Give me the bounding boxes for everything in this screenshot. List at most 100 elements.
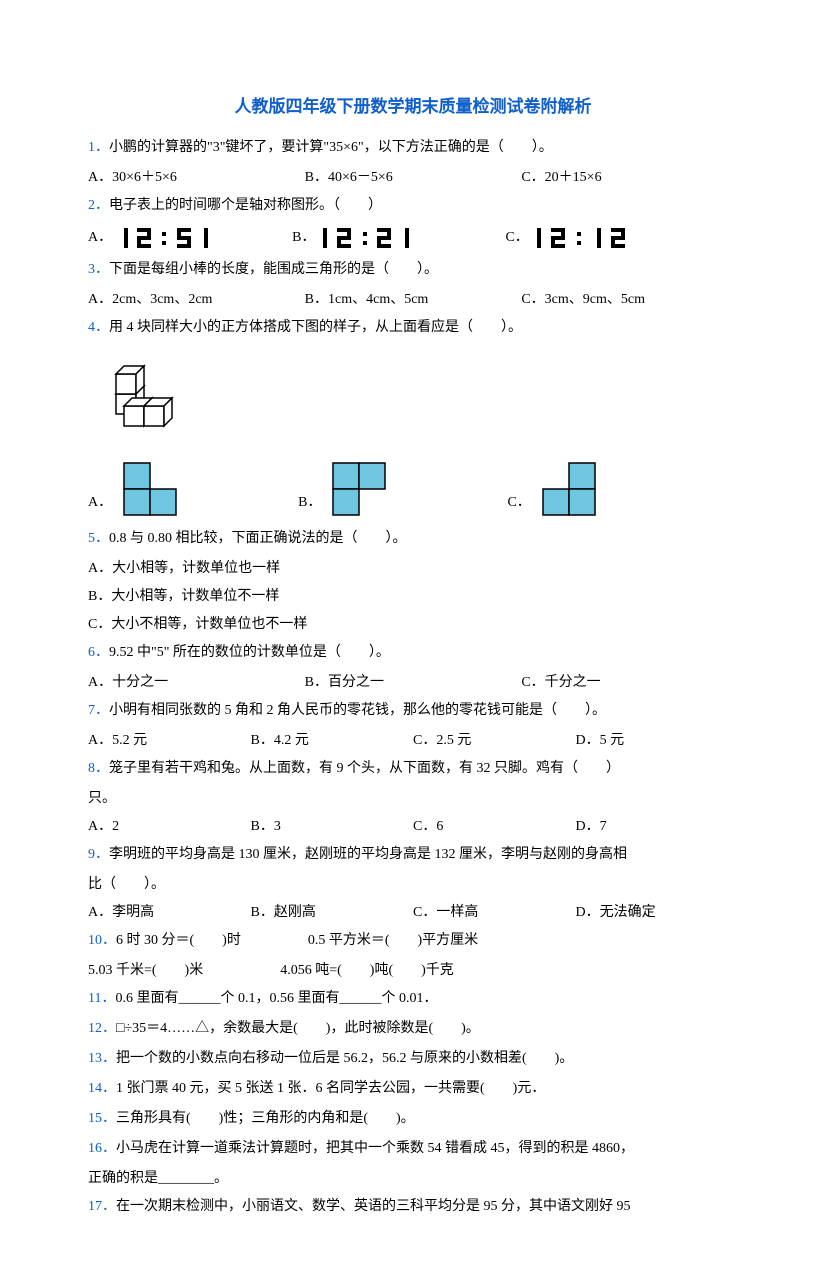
q14-number: 14． — [88, 1081, 116, 1096]
q5-opt-c: C．大小不相等，计数单位也不一样 — [88, 611, 738, 639]
q2-b-label: B． — [292, 224, 315, 252]
q4-opt-a: A． — [88, 461, 178, 517]
q3-text: 下面是每组小棒的长度，能围成三角形的是（ ）。 — [109, 262, 438, 277]
q6-opt-b: B．百分之一 — [305, 669, 522, 697]
q15-number: 15． — [88, 1111, 116, 1126]
q9-opt-b: B．赵刚高 — [251, 899, 414, 927]
q9-text2: 比（ ）。 — [88, 871, 738, 899]
q7-number: 7． — [88, 703, 109, 718]
q7-opt-d: D．5 元 — [576, 727, 739, 755]
digital-clock-1212 — [529, 225, 669, 251]
q16-text2: 正确的积是________。 — [88, 1165, 738, 1193]
question-3: 3．下面是每组小棒的长度，能围成三角形的是（ ）。 — [88, 256, 738, 284]
q4-opt-c: C． — [507, 461, 596, 517]
q7-opt-a: A．5.2 元 — [88, 727, 251, 755]
q4-figure — [108, 354, 738, 443]
q13-text: 把一个数的小数点向右移动一位后是 56.2，56.2 与原来的小数相差( )。 — [116, 1051, 573, 1066]
q10-number: 10． — [88, 933, 116, 948]
q5-number: 5． — [88, 531, 109, 546]
q10-line1b: 0.5 平方米＝( )平方厘米 — [308, 933, 478, 948]
q9-number: 9． — [88, 847, 109, 862]
question-15: 15．三角形具有( )性；三角形的内角和是( )。 — [88, 1105, 738, 1133]
q6-number: 6． — [88, 645, 109, 660]
q10-line1a: 6 时 30 分＝( )时 — [116, 933, 241, 948]
question-16: 16．小马虎在计算一道乘法计算题时，把其中一个乘数 54 错看成 45，得到的积… — [88, 1135, 738, 1163]
q4-opt-b: B． — [298, 461, 387, 517]
q17-text: 在一次期末检测中，小丽语文、数学、英语的三科平均分是 95 分，其中语文刚好 9… — [116, 1199, 631, 1214]
question-1: 1．小鹏的计算器的"3"键坏了，要计算"35×6"，以下方法正确的是（ ）。 — [88, 134, 738, 162]
q8-opt-d: D．7 — [576, 813, 739, 841]
question-10: 10．6 时 30 分＝( )时 0.5 平方米＝( )平方厘米 — [88, 927, 738, 955]
q2-options: A． B． — [88, 224, 738, 252]
digital-clock-1221 — [315, 225, 455, 251]
q2-a-label: A． — [88, 224, 112, 252]
q9-opt-a: A．李明高 — [88, 899, 251, 927]
question-12: 12．□÷35＝4……△，余数最大是( )，此时被除数是( )。 — [88, 1015, 738, 1043]
question-9: 9．李明班的平均身高是 130 厘米，赵刚班的平均身高是 132 厘米，李明与赵… — [88, 841, 738, 869]
q6-opt-a: A．十分之一 — [88, 669, 305, 697]
q3-options: A．2cm、3cm、2cm B．1cm、4cm、5cm C．3cm、9cm、5c… — [88, 286, 738, 314]
q2-text: 电子表上的时间哪个是轴对称图形。（ ） — [109, 198, 382, 213]
q4-text: 用 4 块同样大小的正方体搭成下图的样子，从上面看应是（ ）。 — [109, 320, 522, 335]
q4-c-label: C． — [507, 489, 530, 517]
q8-opt-b: B．3 — [251, 813, 414, 841]
q7-text: 小明有相同张数的 5 角和 2 角人民币的零花钱，那么他的零花钱可能是（ ）。 — [109, 703, 606, 718]
q8-text: 笼子里有若干鸡和兔。从上面数，有 9 个头，从下面数，有 32 只脚。鸡有（ ） — [109, 761, 620, 776]
q6-text: 9.52 中"5" 所在的数位的计数单位是（ ）。 — [109, 645, 390, 660]
q17-number: 17． — [88, 1199, 116, 1214]
q2-opt-b: B． — [292, 224, 455, 252]
question-11: 11．0.6 里面有______个 0.1，0.56 里面有______个 0.… — [88, 985, 738, 1013]
q2-opt-a: A． — [88, 224, 242, 252]
q5-opt-a: A．大小相等，计数单位也一样 — [88, 555, 738, 583]
q14-text: 1 张门票 40 元，买 5 张送 1 张．6 名同学去公园，一共需要( )元． — [116, 1081, 545, 1096]
shape-c-icon — [541, 461, 597, 517]
q10-line2a: 5.03 千米=( )米 — [88, 963, 203, 978]
q2-c-label: C． — [505, 224, 528, 252]
q11-text: 0.6 里面有______个 0.1，0.56 里面有______个 0.01． — [115, 991, 437, 1006]
q4-b-label: B． — [298, 489, 321, 517]
q1-opt-c: C．20＋15×6 — [521, 164, 738, 192]
question-6: 6．9.52 中"5" 所在的数位的计数单位是（ ）。 — [88, 639, 738, 667]
q7-opt-b: B．4.2 元 — [251, 727, 414, 755]
q2-opt-c: C． — [505, 224, 668, 252]
cubes-3d-icon — [108, 354, 198, 432]
q8-options: A．2 B．3 C．6 D．7 — [88, 813, 738, 841]
q1-text: 小鹏的计算器的"3"键坏了，要计算"35×6"，以下方法正确的是（ ）。 — [109, 140, 553, 155]
question-4: 4．用 4 块同样大小的正方体搭成下图的样子，从上面看应是（ ）。 — [88, 314, 738, 342]
q12-number: 12． — [88, 1021, 116, 1036]
q7-options: A．5.2 元 B．4.2 元 C．2.5 元 D．5 元 — [88, 727, 738, 755]
q9-text: 李明班的平均身高是 130 厘米，赵刚班的平均身高是 132 厘米，李明与赵刚的… — [109, 847, 627, 862]
q1-opt-a: A．30×6＋5×6 — [88, 164, 305, 192]
digital-clock-1251 — [112, 225, 242, 251]
q9-opt-d: D．无法确定 — [576, 899, 739, 927]
q8-opt-c: C．6 — [413, 813, 576, 841]
q4-options: A． B． C． — [88, 461, 738, 517]
q8-opt-a: A．2 — [88, 813, 251, 841]
q5-opt-b: B．大小相等，计数单位不一样 — [88, 583, 738, 611]
q11-number: 11． — [88, 991, 115, 1006]
q15-text: 三角形具有( )性；三角形的内角和是( )。 — [116, 1111, 415, 1126]
q5-text: 0.8 与 0.80 相比较，下面正确说法的是（ ）。 — [109, 531, 407, 546]
q1-opt-b: B．40×6－5×6 — [305, 164, 522, 192]
q6-opt-c: C．千分之一 — [521, 669, 738, 697]
q6-options: A．十分之一 B．百分之一 C．千分之一 — [88, 669, 738, 697]
question-5: 5．0.8 与 0.80 相比较，下面正确说法的是（ ）。 — [88, 525, 738, 553]
shape-b-icon — [331, 461, 387, 517]
q10-line2b: 4.056 吨=( )吨( )千克 — [280, 963, 454, 978]
q4-number: 4． — [88, 320, 109, 335]
question-13: 13．把一个数的小数点向右移动一位后是 56.2，56.2 与原来的小数相差( … — [88, 1045, 738, 1073]
question-17: 17．在一次期末检测中，小丽语文、数学、英语的三科平均分是 95 分，其中语文刚… — [88, 1193, 738, 1221]
question-2: 2．电子表上的时间哪个是轴对称图形。（ ） — [88, 192, 738, 220]
q3-opt-b: B．1cm、4cm、5cm — [305, 286, 522, 314]
q10-line2: 5.03 千米=( )米 4.056 吨=( )吨( )千克 — [88, 957, 738, 985]
q12-text: □÷35＝4……△，余数最大是( )，此时被除数是( )。 — [116, 1021, 480, 1036]
shape-a-icon — [122, 461, 178, 517]
q8-number: 8． — [88, 761, 109, 776]
page-title: 人教版四年级下册数学期末质量检测试卷附解析 — [88, 90, 738, 124]
q7-opt-c: C．2.5 元 — [413, 727, 576, 755]
q8-text2: 只。 — [88, 785, 738, 813]
q1-number: 1． — [88, 140, 109, 155]
question-7: 7．小明有相同张数的 5 角和 2 角人民币的零花钱，那么他的零花钱可能是（ ）… — [88, 697, 738, 725]
q3-opt-c: C．3cm、9cm、5cm — [521, 286, 738, 314]
q16-text: 小马虎在计算一道乘法计算题时，把其中一个乘数 54 错看成 45，得到的积是 4… — [116, 1141, 634, 1156]
